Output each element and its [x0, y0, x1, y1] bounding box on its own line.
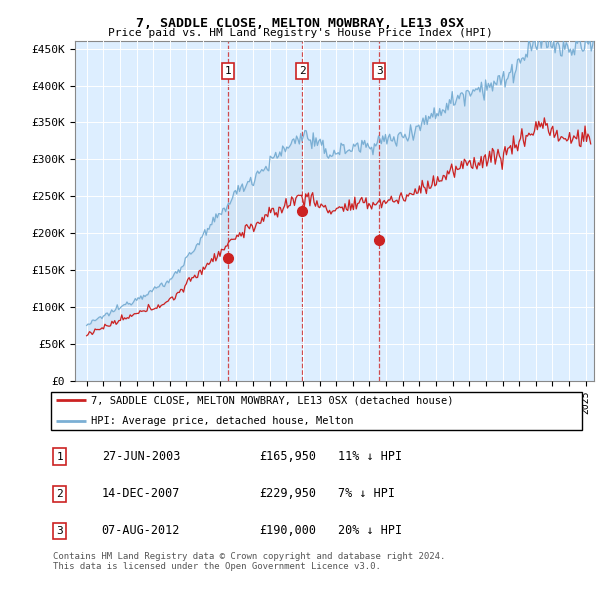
FancyBboxPatch shape: [50, 392, 583, 430]
Text: 07-AUG-2012: 07-AUG-2012: [102, 525, 180, 537]
Text: 20% ↓ HPI: 20% ↓ HPI: [338, 525, 402, 537]
Text: This data is licensed under the Open Government Licence v3.0.: This data is licensed under the Open Gov…: [53, 562, 381, 571]
Text: £229,950: £229,950: [260, 487, 317, 500]
Text: 3: 3: [56, 526, 63, 536]
Text: £190,000: £190,000: [260, 525, 317, 537]
Text: Contains HM Land Registry data © Crown copyright and database right 2024.: Contains HM Land Registry data © Crown c…: [53, 552, 446, 560]
Text: 3: 3: [376, 66, 383, 76]
Text: 7, SADDLE CLOSE, MELTON MOWBRAY, LE13 0SX (detached house): 7, SADDLE CLOSE, MELTON MOWBRAY, LE13 0S…: [91, 395, 454, 405]
Text: 27-JUN-2003: 27-JUN-2003: [102, 450, 180, 463]
Text: HPI: Average price, detached house, Melton: HPI: Average price, detached house, Melt…: [91, 417, 353, 426]
Text: Price paid vs. HM Land Registry's House Price Index (HPI): Price paid vs. HM Land Registry's House …: [107, 28, 493, 38]
Text: 1: 1: [224, 66, 231, 76]
Text: 7% ↓ HPI: 7% ↓ HPI: [338, 487, 395, 500]
Text: 7, SADDLE CLOSE, MELTON MOWBRAY, LE13 0SX: 7, SADDLE CLOSE, MELTON MOWBRAY, LE13 0S…: [136, 17, 464, 30]
Text: £165,950: £165,950: [260, 450, 317, 463]
Text: 1: 1: [56, 451, 63, 461]
Text: 2: 2: [56, 489, 63, 499]
Text: 11% ↓ HPI: 11% ↓ HPI: [338, 450, 402, 463]
Text: 14-DEC-2007: 14-DEC-2007: [102, 487, 180, 500]
Text: 2: 2: [299, 66, 305, 76]
